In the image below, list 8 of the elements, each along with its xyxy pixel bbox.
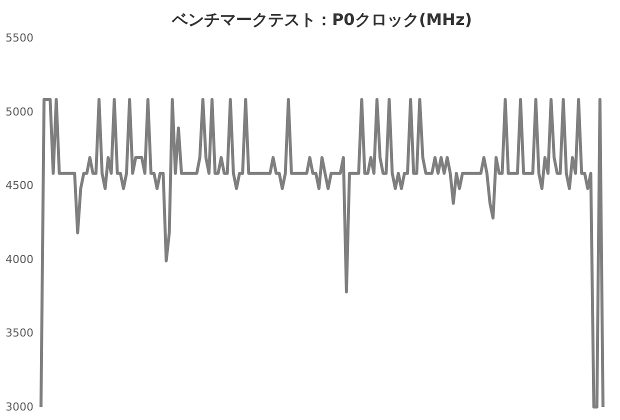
y-tick-label: 5000 xyxy=(6,105,34,118)
line-series xyxy=(40,98,604,408)
y-tick-label: 4000 xyxy=(6,252,34,266)
y-tick-label: 4500 xyxy=(6,179,34,192)
chart-title: ベンチマークテスト：P0クロック(MHz) xyxy=(170,10,472,29)
y-tick-label: 5500 xyxy=(6,32,34,44)
y-tick-label: 3000 xyxy=(6,400,34,414)
y-tick-label: 3500 xyxy=(6,326,34,340)
